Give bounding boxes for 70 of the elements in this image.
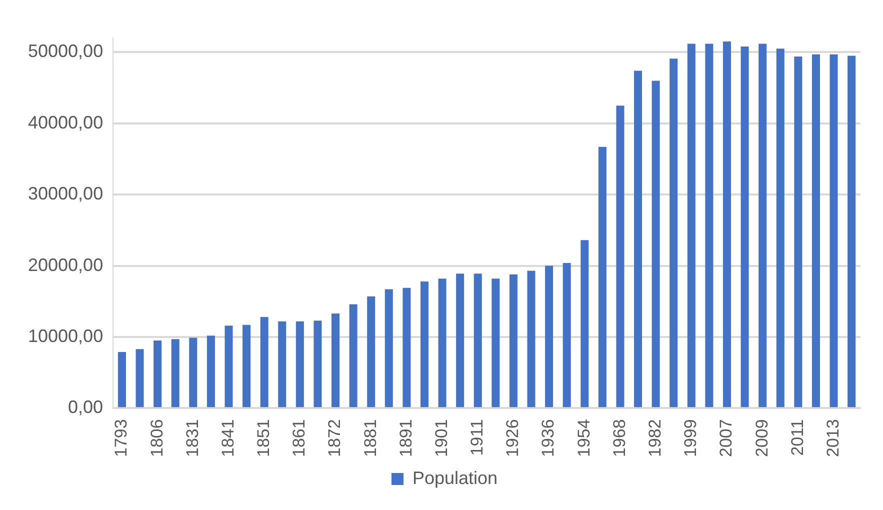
bar [687,44,696,408]
bar [206,336,215,408]
y-tick-label: 50000,00 [28,41,104,62]
bar [758,44,767,408]
x-tick-label: 1851 [254,419,274,458]
bar [224,326,233,408]
bar [189,338,198,408]
bar [670,58,678,408]
bar [492,278,500,408]
bar [260,317,268,408]
bar [776,48,784,408]
bar [705,44,714,408]
bar [118,352,126,408]
x-tick-label: 2011 [788,419,807,456]
bar [349,304,358,408]
y-tick-label: 30000,00 [28,184,104,204]
bar [314,320,322,408]
x-tick-label: 2013 [823,419,842,458]
bar [545,266,554,408]
x-tick-label: 1936 [538,419,558,458]
bar [794,56,802,408]
x-tick-label: 1831 [182,419,202,458]
bar [812,54,820,408]
bar [848,56,856,408]
bar [598,146,606,408]
bar [580,240,589,408]
x-tick-label: 1872 [325,419,344,458]
x-tick-label: 2009 [752,419,772,458]
y-tick-label: 10000,00 [28,326,104,346]
x-tick-label: 1841 [218,419,238,458]
bar [562,262,571,408]
bar [242,324,251,408]
x-tick-label: 1968 [610,419,629,458]
x-tick-label: 2007 [716,419,736,458]
x-tick-label: 1911 [468,419,487,456]
bar [830,54,838,408]
bar [456,274,464,408]
legend-label: Population [412,468,498,488]
bar [616,106,624,408]
bar [740,46,749,408]
bar [278,321,286,408]
x-tick-label: 1891 [396,419,416,458]
bar [438,278,446,408]
x-tick-label: 1806 [147,419,166,458]
bar [154,340,162,408]
bar [402,288,411,408]
bar [171,339,180,408]
y-tick-label: 20000,00 [28,254,104,275]
bar [367,296,376,408]
bar [332,314,340,408]
x-tick-label: 1954 [574,419,594,458]
x-tick-label: 1999 [681,419,700,458]
x-tick-label: 1881 [360,419,380,458]
x-tick-label: 1793 [112,419,131,458]
y-tick-label: 0,00 [68,397,104,418]
bar [420,281,428,408]
bar [509,274,518,408]
bar [652,80,660,408]
bar [474,274,482,408]
x-tick-label: 1982 [646,419,664,458]
bar [634,70,642,408]
bar [722,42,731,408]
x-tick-label: 1861 [290,419,309,458]
bar [527,270,536,408]
bar [136,349,144,408]
x-tick-label: 1926 [503,419,522,458]
bar [384,289,393,408]
bar [296,321,304,408]
x-tick-label: 1901 [432,419,451,458]
y-tick-label: 40000,00 [28,112,104,132]
